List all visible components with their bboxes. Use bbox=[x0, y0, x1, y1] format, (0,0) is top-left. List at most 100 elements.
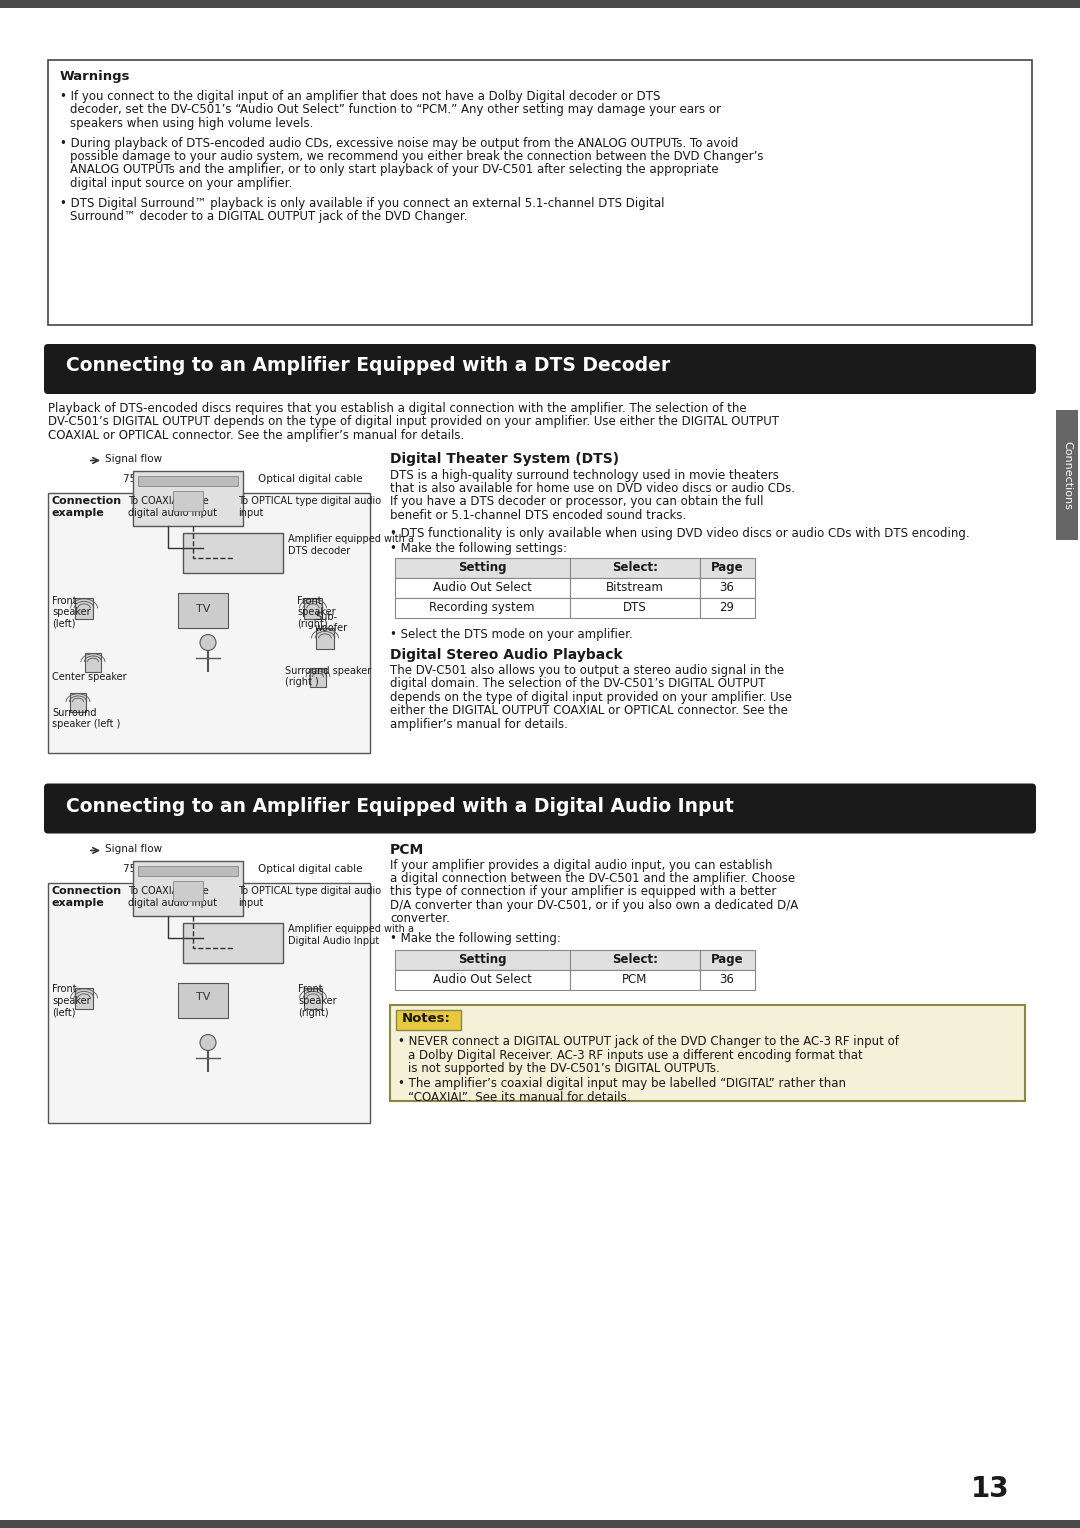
Text: • Make the following setting:: • Make the following setting: bbox=[390, 932, 561, 944]
Text: Signal flow: Signal flow bbox=[105, 454, 162, 465]
Text: Connections: Connections bbox=[1062, 440, 1072, 509]
Bar bbox=[48, 883, 370, 1123]
Text: DTS: DTS bbox=[623, 601, 647, 614]
Text: Page: Page bbox=[711, 953, 743, 966]
Bar bbox=[570, 950, 700, 970]
Text: DV-C501’s DIGITAL OUTPUT depends on the type of digital input provided on your a: DV-C501’s DIGITAL OUTPUT depends on the … bbox=[48, 416, 779, 428]
Text: Signal flow: Signal flow bbox=[105, 845, 162, 854]
Text: amplifier’s manual for details.: amplifier’s manual for details. bbox=[390, 718, 568, 730]
Text: ANALOG OUTPUTs and the amplifier, or to only start playback of your DV-C501 afte: ANALOG OUTPUTs and the amplifier, or to … bbox=[70, 163, 718, 177]
Bar bbox=[178, 983, 228, 1018]
Bar bbox=[390, 1005, 1025, 1100]
Text: that is also available for home use on DVD video discs or audio CDs.: that is also available for home use on D… bbox=[390, 481, 795, 495]
Text: Audio Out Select: Audio Out Select bbox=[433, 581, 531, 594]
Text: either the DIGITAL OUTPUT COAXIAL or OPTICAL connector. See the: either the DIGITAL OUTPUT COAXIAL or OPT… bbox=[390, 704, 788, 718]
Text: possible damage to your audio system, we recommend you either break the connecti: possible damage to your audio system, we… bbox=[70, 150, 764, 163]
Text: a digital connection between the DV-C501 and the amplifier. Choose: a digital connection between the DV-C501… bbox=[390, 872, 795, 885]
FancyBboxPatch shape bbox=[44, 344, 1036, 394]
Text: Bitstream: Bitstream bbox=[606, 581, 664, 594]
Text: Front
speaker
(left): Front speaker (left) bbox=[52, 984, 91, 1018]
Text: Sub-
woofer: Sub- woofer bbox=[315, 611, 348, 633]
Text: Center speaker: Center speaker bbox=[52, 672, 126, 683]
Text: Warnings: Warnings bbox=[60, 70, 131, 83]
Text: Connection
example: Connection example bbox=[52, 497, 122, 518]
Text: Notes:: Notes: bbox=[402, 1012, 450, 1025]
Bar bbox=[570, 597, 700, 617]
Text: • NEVER connect a DIGITAL OUTPUT jack of the DVD Changer to the AC-3 RF input of: • NEVER connect a DIGITAL OUTPUT jack of… bbox=[399, 1034, 899, 1048]
Text: depends on the type of digital input provided on your amplifier. Use: depends on the type of digital input pro… bbox=[390, 691, 792, 704]
Bar bbox=[75, 597, 93, 619]
Text: PCM: PCM bbox=[390, 842, 424, 857]
Bar bbox=[395, 950, 570, 970]
Text: Audio Out Select: Audio Out Select bbox=[433, 973, 531, 986]
Text: Digital Theater System (DTS): Digital Theater System (DTS) bbox=[390, 452, 619, 466]
Text: • If you connect to the digital input of an amplifier that does not have a Dolby: • If you connect to the digital input of… bbox=[60, 90, 660, 102]
Text: decoder, set the DV-C501’s “Audio Out Select” function to “PCM.” Any other setti: decoder, set the DV-C501’s “Audio Out Se… bbox=[70, 104, 721, 116]
Text: To OPTICAL type digital audio
input: To OPTICAL type digital audio input bbox=[238, 886, 381, 908]
Bar bbox=[75, 987, 93, 1008]
Bar bbox=[396, 1010, 461, 1030]
Text: Optical digital cable: Optical digital cable bbox=[258, 865, 363, 874]
Text: 36: 36 bbox=[719, 581, 734, 594]
Text: “COAXIAL”. See its manual for details.: “COAXIAL”. See its manual for details. bbox=[408, 1091, 631, 1105]
Bar bbox=[395, 970, 570, 990]
Text: Optical digital cable: Optical digital cable bbox=[258, 475, 363, 484]
Text: Playback of DTS-encoded discs requires that you establish a digital connection w: Playback of DTS-encoded discs requires t… bbox=[48, 402, 746, 416]
Bar bbox=[48, 492, 370, 752]
Text: 29: 29 bbox=[719, 601, 734, 614]
Bar bbox=[700, 597, 755, 617]
Bar bbox=[173, 880, 203, 900]
Bar bbox=[173, 490, 203, 510]
Text: Surround
speaker (left ): Surround speaker (left ) bbox=[52, 707, 120, 729]
Bar bbox=[700, 558, 755, 578]
Bar bbox=[138, 865, 238, 876]
Text: Select:: Select: bbox=[612, 561, 658, 575]
Text: Front
speaker
(right): Front speaker (right) bbox=[297, 596, 336, 628]
Bar bbox=[1056, 410, 1078, 539]
Text: • The amplifier’s coaxial digital input may be labelled “DIGITAL” rather than: • The amplifier’s coaxial digital input … bbox=[399, 1077, 846, 1091]
Text: Connecting to an Amplifier Equipped with a Digital Audio Input: Connecting to an Amplifier Equipped with… bbox=[66, 796, 733, 816]
Text: D/A converter than your DV-C501, or if you also own a dedicated D/A: D/A converter than your DV-C501, or if y… bbox=[390, 898, 798, 912]
Text: To OPTICAL type digital audio
input: To OPTICAL type digital audio input bbox=[238, 497, 381, 518]
Text: converter.: converter. bbox=[390, 912, 450, 926]
Text: Select:: Select: bbox=[612, 953, 658, 966]
Text: Surround speaker
(right ): Surround speaker (right ) bbox=[285, 666, 372, 688]
Text: this type of connection if your amplifier is equipped with a better: this type of connection if your amplifie… bbox=[390, 886, 777, 898]
Text: Front
speaker
(left): Front speaker (left) bbox=[52, 596, 91, 628]
Text: 75 W coaxial cable: 75 W coaxial cable bbox=[123, 475, 221, 484]
Bar bbox=[0, 1520, 1080, 1528]
Text: If you have a DTS decoder or processor, you can obtain the full: If you have a DTS decoder or processor, … bbox=[390, 495, 764, 509]
Text: 75 W coaxial cable: 75 W coaxial cable bbox=[123, 865, 221, 874]
Text: Front
speaker
(right): Front speaker (right) bbox=[298, 984, 337, 1018]
Text: Page: Page bbox=[711, 561, 743, 575]
Text: Recording system: Recording system bbox=[429, 601, 535, 614]
Bar bbox=[178, 593, 228, 628]
Text: Surround™ decoder to a DIGITAL OUTPUT jack of the DVD Changer.: Surround™ decoder to a DIGITAL OUTPUT ja… bbox=[70, 209, 468, 223]
Text: If your amplifier provides a digital audio input, you can establish: If your amplifier provides a digital aud… bbox=[390, 859, 772, 871]
Text: Amplifier equipped with a
Digital Audio Input: Amplifier equipped with a Digital Audio … bbox=[288, 924, 414, 946]
Bar bbox=[48, 60, 1032, 325]
Text: Connection
example: Connection example bbox=[52, 886, 122, 908]
Text: COAXIAL or OPTICAL connector. See the amplifier’s manual for details.: COAXIAL or OPTICAL connector. See the am… bbox=[48, 429, 464, 442]
Bar bbox=[395, 597, 570, 617]
Bar bbox=[310, 668, 326, 686]
Text: • Make the following settings:: • Make the following settings: bbox=[390, 542, 567, 555]
Bar bbox=[133, 471, 243, 526]
FancyBboxPatch shape bbox=[44, 784, 1036, 833]
Bar bbox=[133, 860, 243, 915]
Text: Connecting to an Amplifier Equipped with a DTS Decoder: Connecting to an Amplifier Equipped with… bbox=[66, 356, 671, 374]
Bar bbox=[138, 475, 238, 486]
Text: • Select the DTS mode on your amplifier.: • Select the DTS mode on your amplifier. bbox=[390, 628, 633, 642]
Bar bbox=[316, 628, 334, 649]
Bar bbox=[85, 652, 102, 672]
Text: 36: 36 bbox=[719, 973, 734, 986]
Text: • During playback of DTS-encoded audio CDs, excessive noise may be output from t: • During playback of DTS-encoded audio C… bbox=[60, 136, 739, 150]
Bar bbox=[183, 923, 283, 963]
Bar bbox=[570, 578, 700, 597]
Text: benefit or 5.1-channel DTS encoded sound tracks.: benefit or 5.1-channel DTS encoded sound… bbox=[390, 509, 686, 523]
Text: digital domain. The selection of the DV-C501’s DIGITAL OUTPUT: digital domain. The selection of the DV-… bbox=[390, 677, 766, 691]
Text: DTS is a high-quality surround technology used in movie theaters: DTS is a high-quality surround technolog… bbox=[390, 469, 779, 481]
Text: TV: TV bbox=[195, 993, 211, 1002]
Text: Amplifier equipped with a
DTS decoder: Amplifier equipped with a DTS decoder bbox=[288, 535, 414, 556]
Bar bbox=[395, 578, 570, 597]
